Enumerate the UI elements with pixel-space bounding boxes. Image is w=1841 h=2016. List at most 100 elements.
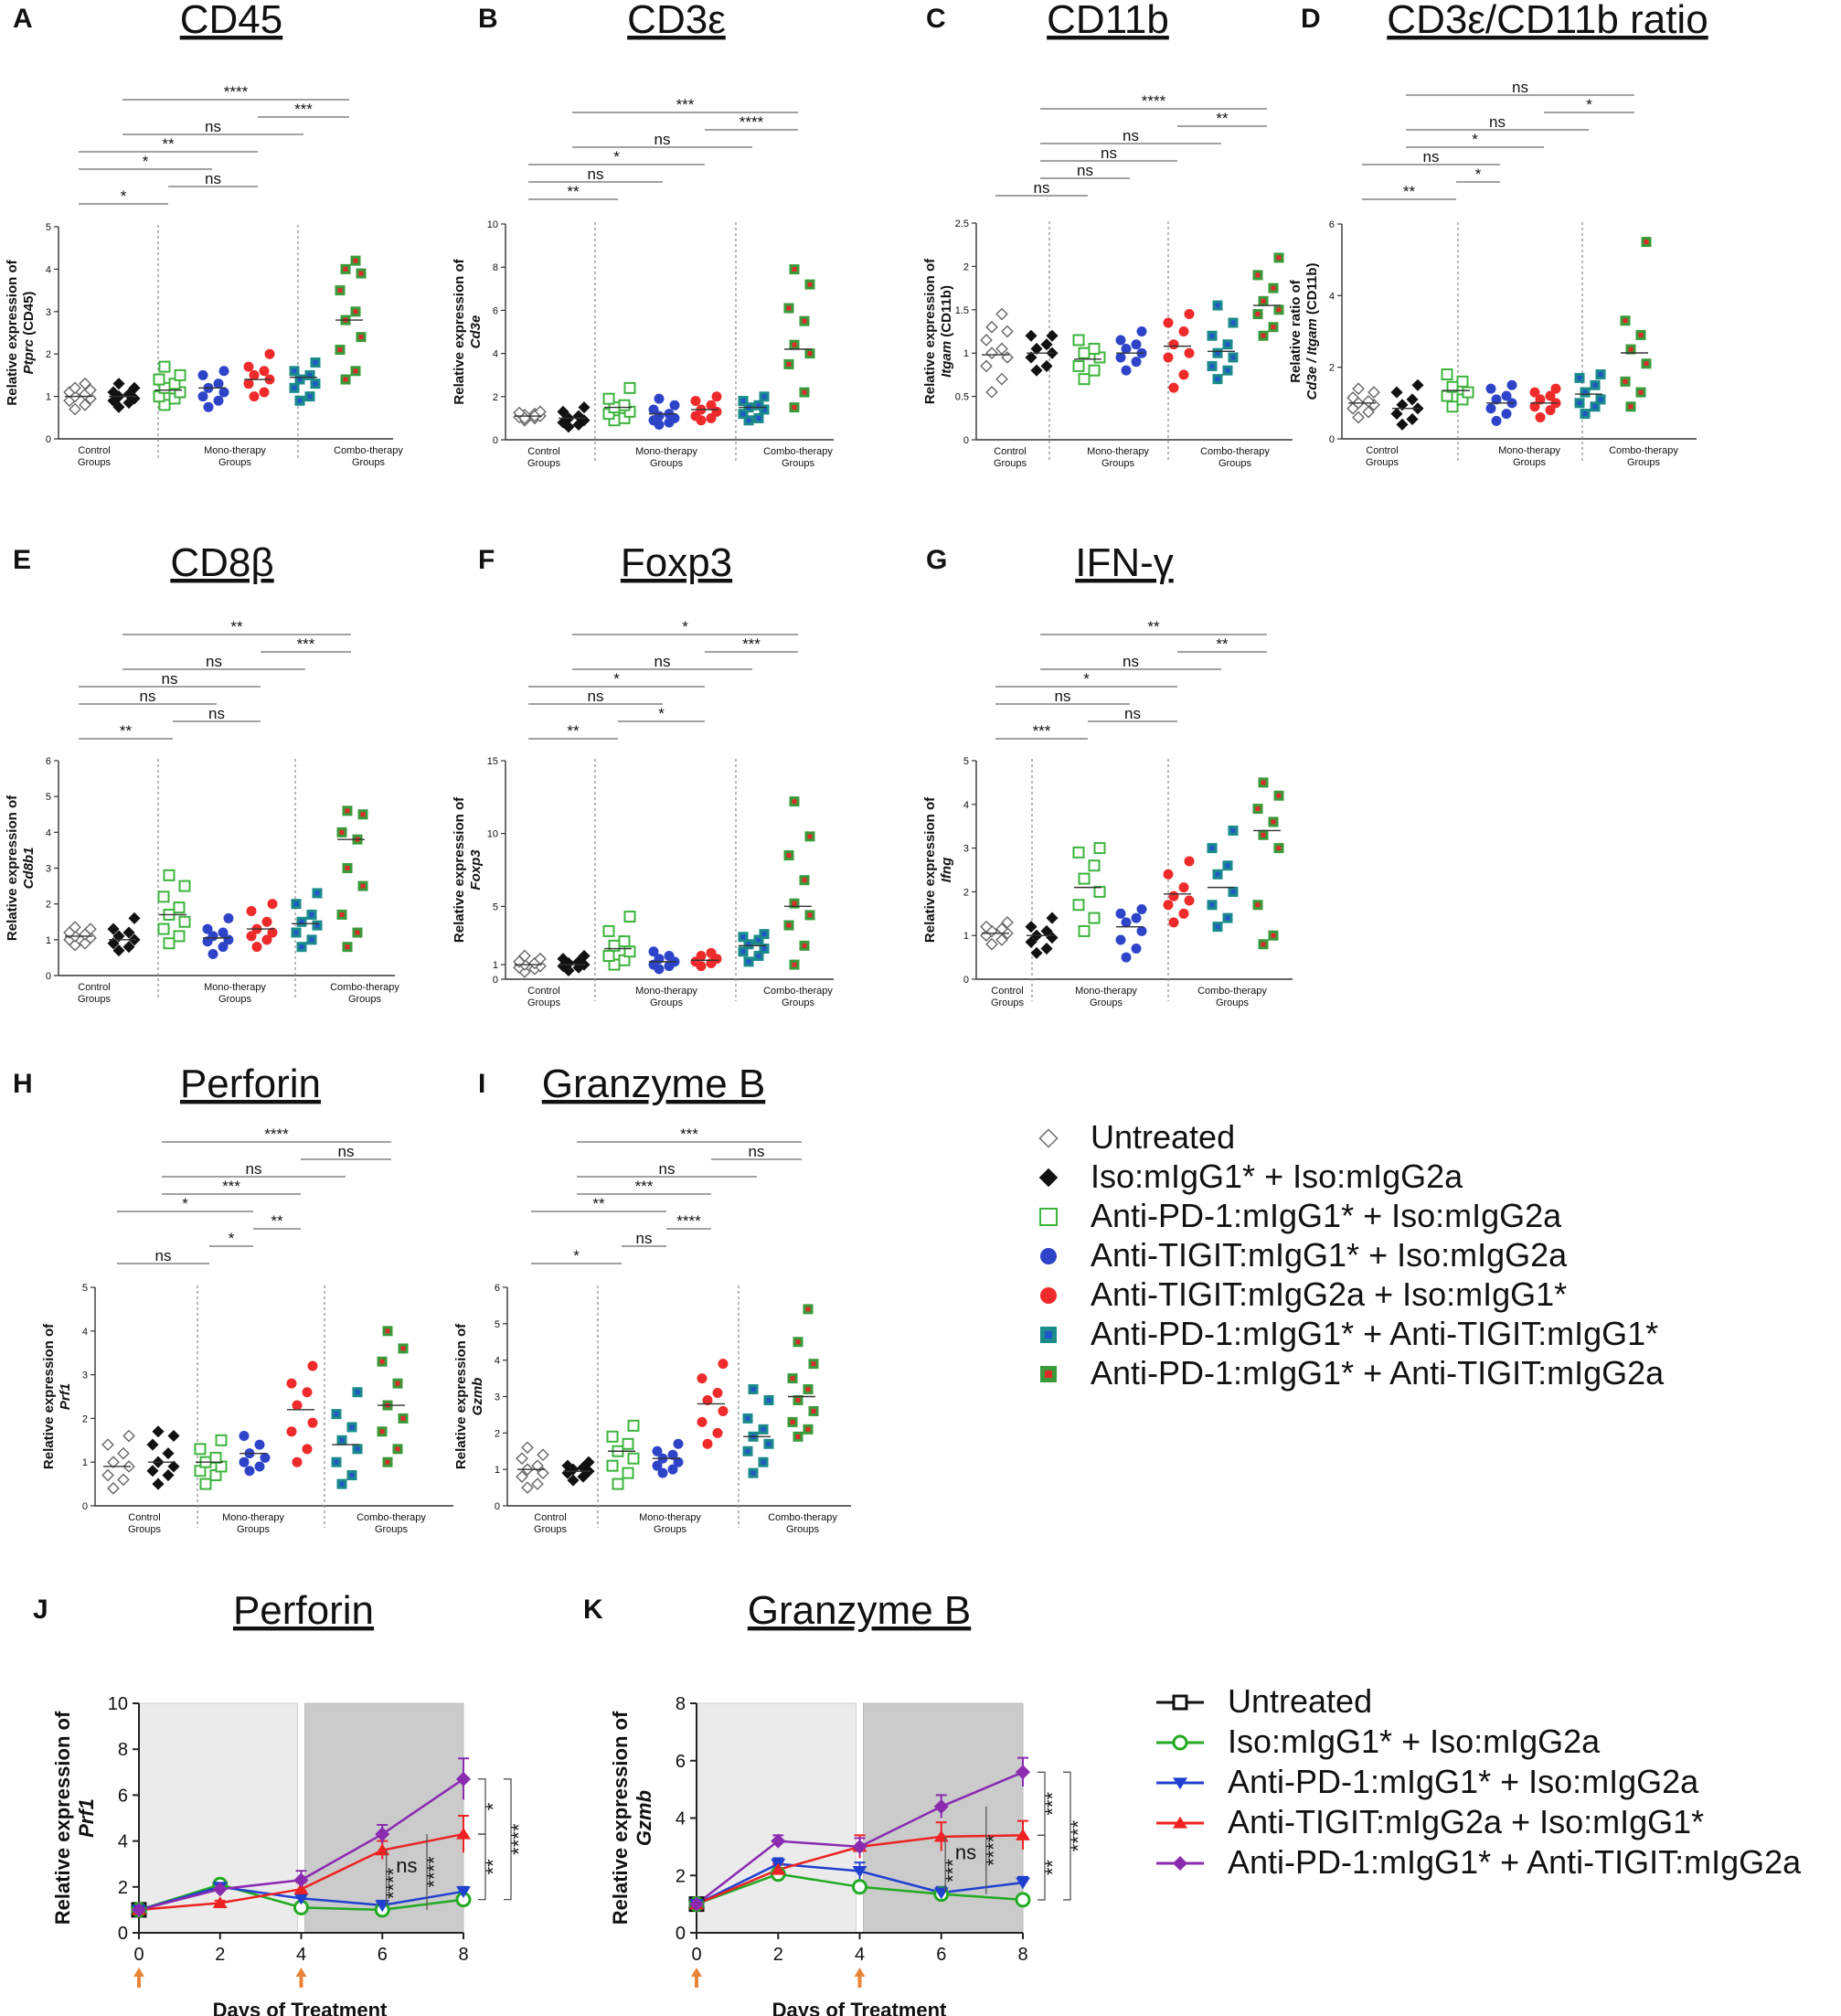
data-point [852,1839,867,1854]
group-label-line: Groups [650,458,684,469]
group-label-line: Groups [991,997,1025,1008]
data-point [1456,375,1469,388]
data-point [336,1478,347,1489]
data-point [1485,383,1496,394]
data-point [112,400,125,413]
data-point [1625,344,1636,355]
y-tick-label: 2 [493,392,498,403]
data-point [306,934,317,945]
marker-inner [792,901,797,906]
data-point [1184,895,1195,906]
data-point [243,361,254,372]
y-tick-label: 0 [118,1924,128,1944]
marker-inner [334,1412,339,1417]
data-point [759,944,770,955]
data-point [804,279,815,290]
y-axis-label: Relative expression ofItgam (CD11b) [922,258,954,404]
y-axis-label-gene: Gzmb [470,1378,485,1416]
sig-label: ns [1101,144,1117,162]
data-point [1485,403,1496,414]
group-label: Mono-therapy Groups [1498,445,1560,468]
data-point [1072,846,1085,859]
data-point [534,952,547,965]
data-point [267,927,278,938]
data-point [304,391,315,402]
marker-inner [761,407,767,412]
data-point [286,1378,297,1389]
marker-inner [345,866,350,870]
legend-label: Anti-TIGIT:mIgG2a + Iso:mIgG1* [1091,1275,1567,1313]
y-tick-label: 6 [46,756,51,767]
data-point [456,1771,471,1787]
group-label: Control Groups [78,445,112,468]
data-point [239,1431,250,1442]
marker-inner [745,1448,750,1454]
marker-inner [293,901,299,907]
data-point [1178,326,1189,336]
sig-label: ns [162,670,178,688]
marker-inner [1261,780,1266,785]
group-label-line: Groups [1090,997,1123,1008]
data-point [985,347,998,360]
marker-inner [1230,889,1236,894]
data-point [346,1470,357,1481]
group-label-line: Control [534,1512,566,1523]
data-point [174,368,186,381]
y-axis-label-prefix: Relative expression of [5,259,20,405]
legend-label: Iso:mIgG1* + Iso:mIgG2a [1091,1157,1463,1195]
sig-label: * [613,670,620,688]
marker-inner [1255,902,1261,908]
data-point [804,348,815,359]
data-point [787,1373,798,1384]
marker-inner [400,1346,406,1351]
marker-inner [795,1398,801,1403]
y-tick-label: 2 [676,1866,686,1886]
y-tick-label: 0 [676,1924,686,1944]
data-point [738,396,749,407]
marker-inner [360,812,366,817]
data-point [1040,359,1053,372]
data-point [1390,408,1403,421]
marker-inner [1044,1330,1053,1339]
sig-label: ns [1055,688,1071,705]
y-tick-label: 0 [1329,434,1335,445]
y-tick-label: 3 [46,307,51,318]
sig-label: *** [680,1125,698,1143]
marker-inner [360,883,366,889]
data-point [218,387,229,398]
data-point [1411,379,1424,391]
marker-inner [314,891,320,896]
data-point [531,1459,544,1473]
data-point [1501,409,1512,420]
group-label-line: Combo-therapy [330,982,399,993]
group-label-line: Control [527,446,559,457]
data-point [1635,329,1646,340]
data-point [1001,351,1014,364]
data-point [293,1872,309,1888]
sig-label: ns [205,118,221,135]
data-point [203,401,214,412]
data-point [212,1896,228,1908]
data-point [146,1438,159,1451]
data-point [1529,401,1540,412]
marker-inner [1271,285,1276,291]
data-point [346,1422,357,1433]
data-point [157,923,170,935]
data-point [302,1444,313,1455]
data-point [1580,409,1591,420]
data-point [783,303,794,314]
sig-label: * [682,618,688,635]
data-point [623,381,636,394]
data-point [122,941,135,954]
y-axis-label-suffix: (CD11b) [1304,262,1320,318]
data-point [669,400,680,411]
y-axis-label-prefix: Relative expression of [452,258,467,404]
data-point [1595,394,1606,405]
data-point [307,1417,318,1428]
data-point [342,942,353,953]
marker-inner [802,878,807,883]
data-point [310,379,321,389]
panel-title: CD3ε [627,0,726,42]
panel-title: CD11b [1047,0,1169,42]
data-point [516,1470,528,1483]
